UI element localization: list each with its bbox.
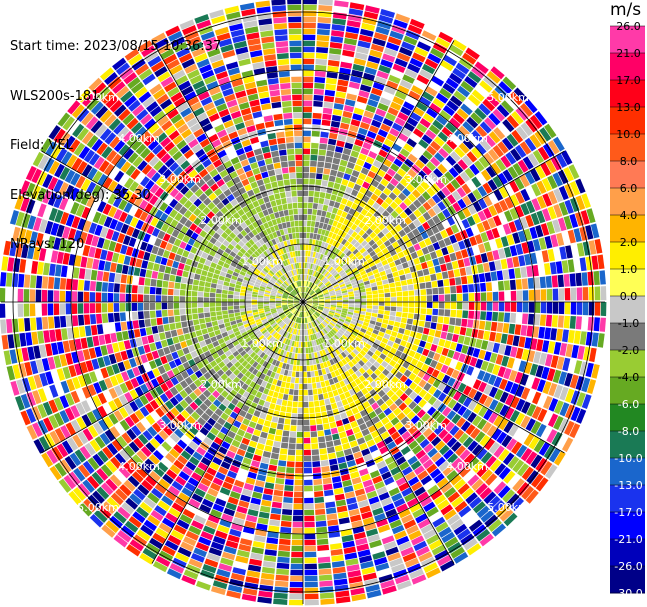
range-label: 2.00km <box>200 214 242 227</box>
colorbar-tick-label: 17.0 <box>616 74 641 87</box>
range-labels: 1.00km 1.00km 1.00km 1.00km 2.00km 2.00km 2.00… <box>77 91 529 514</box>
colorbar-segment <box>610 566 645 594</box>
azimuth-spokes <box>1 0 605 604</box>
colorbar-segment <box>610 26 645 54</box>
range-label: 3.00km <box>405 173 447 186</box>
azimuth-spoke <box>302 150 565 303</box>
colorbar-segment <box>610 404 645 432</box>
range-label: 4.00km <box>446 132 488 145</box>
colorbar-segment <box>610 134 645 162</box>
range-label: 1.00km <box>323 337 365 350</box>
colorbar-segment <box>610 242 645 270</box>
range-label: 1.00km <box>241 337 283 350</box>
range-label: 5.00km <box>77 91 119 104</box>
azimuth-spoke <box>302 40 455 303</box>
range-label: 4.00km <box>118 460 160 473</box>
colorbar-segment <box>610 512 645 540</box>
colorbar-tick-label: 13.0 <box>616 101 641 114</box>
colorbar-tick-label: -21.0 <box>614 533 642 546</box>
colorbar-segment <box>610 539 645 567</box>
ray-count: NRays: 120 <box>10 237 85 252</box>
range-label: 2.00km <box>364 214 406 227</box>
colorbar-segment <box>610 431 645 459</box>
colorbar-segment <box>610 350 645 378</box>
colorbar-segment <box>610 188 645 216</box>
range-label: 1.00km <box>241 255 283 268</box>
colorbar-segment <box>610 269 645 297</box>
colorbar-segment <box>610 215 645 243</box>
azimuth-spoke <box>41 301 304 454</box>
colorbar-segment <box>610 485 645 513</box>
colorbar-segment <box>610 161 645 189</box>
colorbar-segment <box>610 323 645 351</box>
range-label: 4.00km <box>446 460 488 473</box>
azimuth-spoke <box>302 301 565 454</box>
range-label: 1.00km <box>323 255 365 268</box>
colorbar-tick-label: 0.0 <box>620 290 638 303</box>
range-label: 3.00km <box>405 419 447 432</box>
range-label: 3.00km <box>159 173 201 186</box>
colorbar-tick-label: 10.0 <box>616 128 641 141</box>
colorbar-segment <box>610 458 645 486</box>
azimuth-spoke <box>151 301 304 564</box>
range-label: 5.00km <box>77 501 119 514</box>
colorbar-tick-label: 1.0 <box>620 263 638 276</box>
range-label: 2.00km <box>200 378 242 391</box>
range-label: 3.00km <box>159 419 201 432</box>
colorbar-tick-label: -2.0 <box>618 344 639 357</box>
azimuth-spoke <box>302 301 455 564</box>
scan-info: Start time: 2023/08/15 10:36:37 WLS200s-… <box>10 6 221 270</box>
colorbar-tick-label: 6.0 <box>620 182 638 195</box>
instrument-name: WLS200s-181 <box>10 88 100 104</box>
range-label: 2.00km <box>364 378 406 391</box>
azimuth-spoke <box>151 40 304 303</box>
range-label: 4.00km <box>118 132 160 145</box>
colorbar-tick-label: 2.0 <box>620 236 638 249</box>
colorbar-tick-label: -8.0 <box>618 425 639 438</box>
start-time: Start time: 2023/08/15 10:36:37 <box>10 39 222 54</box>
colorbar-tick-label: -26.0 <box>614 560 642 573</box>
elevation: Elevation(deg): 35.30 <box>10 187 151 203</box>
range-label: 5.00km <box>487 501 529 514</box>
colorbar-tick-label: -17.0 <box>614 506 642 519</box>
colorbar-tick-label: -4.0 <box>618 371 639 384</box>
velocity-gates <box>0 0 607 606</box>
azimuth-spoke <box>41 150 304 303</box>
colorbar-segment <box>610 80 645 108</box>
colorbar-tick-label: -1.0 <box>618 317 639 330</box>
field-name: Field: VEL <box>10 138 73 153</box>
colorbar-tick-label: 26.0 <box>616 20 641 33</box>
colorbar-segment <box>610 296 645 324</box>
colorbar-segment <box>610 377 645 405</box>
colorbar-tick-label: -10.0 <box>614 452 642 465</box>
colorbar-unit: m/s <box>610 0 642 20</box>
colorbar-tick-label: -30.0 <box>614 587 642 600</box>
colorbar-segment <box>610 107 645 135</box>
range-label: 5.00km <box>487 91 529 104</box>
colorbar-tick-label: 21.0 <box>616 47 641 60</box>
colorbar-segment <box>610 53 645 81</box>
colorbar-tick-label: 4.0 <box>620 209 638 222</box>
colorbar-tick-label: -6.0 <box>618 398 639 411</box>
colorbar-tick-label: -13.0 <box>614 479 642 492</box>
colorbar-tick-label: 8.0 <box>620 155 638 168</box>
